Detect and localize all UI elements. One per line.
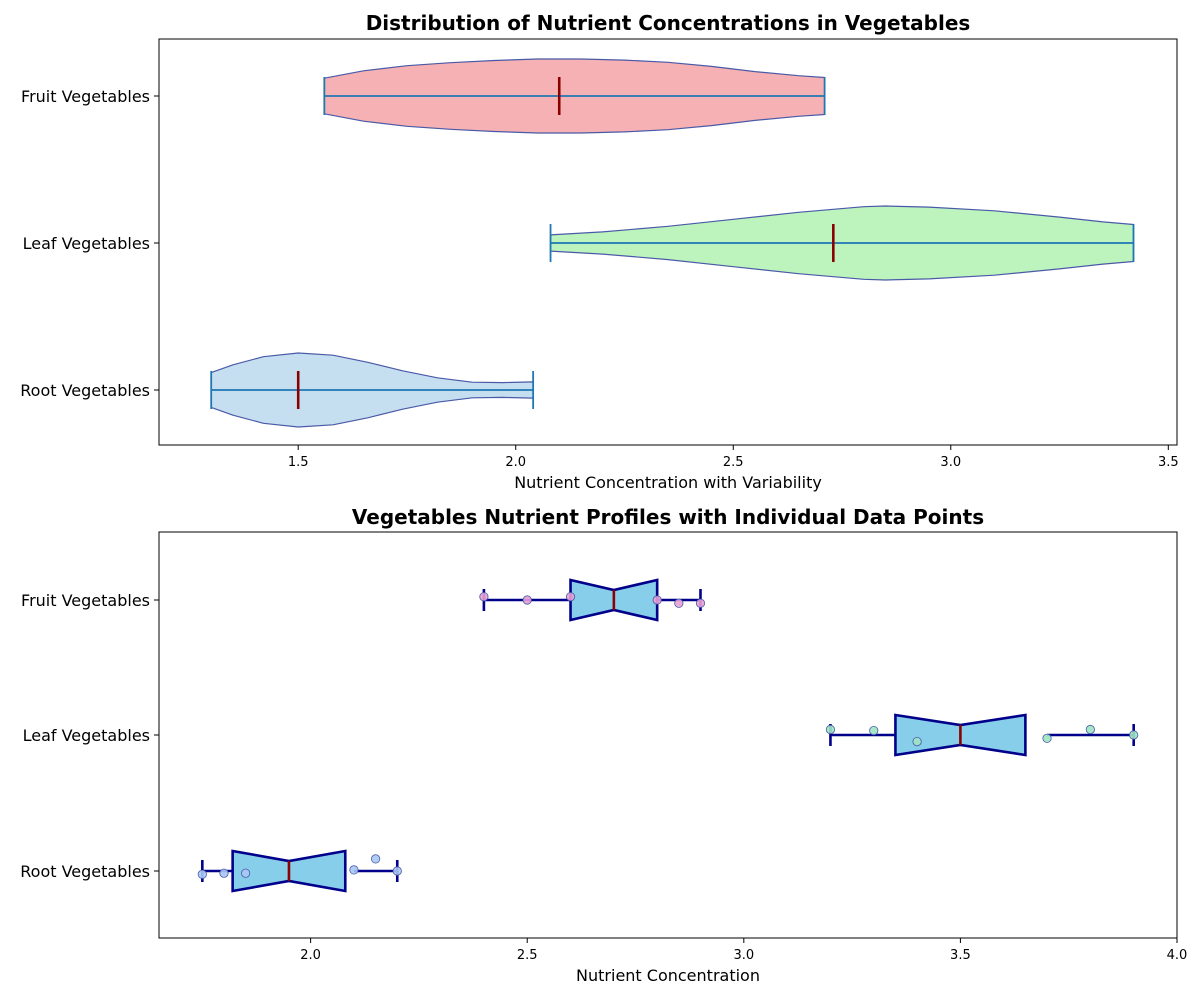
data-point xyxy=(219,868,229,878)
x-tick-label: 3.0 xyxy=(940,455,961,470)
data-point xyxy=(392,866,402,876)
x-tick-label: 4.0 xyxy=(1167,948,1188,963)
data-point xyxy=(479,592,489,602)
data-point xyxy=(197,869,207,879)
x-tick-label: 3.5 xyxy=(950,948,971,963)
data-point xyxy=(825,724,836,735)
plot-frame-violin xyxy=(158,38,1178,446)
x-tick-label: 3.0 xyxy=(733,948,754,963)
y-tick-label-root-vegetables: Root Vegetables xyxy=(20,862,150,881)
x-tick-label: 2.5 xyxy=(517,948,538,963)
x-tick-label: 2.5 xyxy=(723,455,744,470)
y-tick-label-fruit-vegetables: Fruit Vegetables xyxy=(21,87,150,106)
data-point xyxy=(1042,733,1052,743)
data-point xyxy=(912,736,922,747)
x-axis-label-boxplot: Nutrient Concentration xyxy=(576,966,760,985)
x-ticks-violin: 1.5 2.0 2.5 3.0 3.5 xyxy=(288,445,1179,470)
y-tick-label-root-vegetables: Root Vegetables xyxy=(20,381,150,400)
chart-title-boxplot: Vegetables Nutrient Profiles with Indivi… xyxy=(352,505,984,529)
data-point xyxy=(522,595,532,605)
data-point xyxy=(565,592,576,602)
y-tick-label-leaf-vegetables: Leaf Vegetables xyxy=(23,234,150,253)
x-axis-label-violin: Nutrient Concentration with Variability xyxy=(514,473,822,492)
data-point xyxy=(1129,730,1139,740)
x-tick-label: 3.5 xyxy=(1158,455,1179,470)
x-tick-label: 2.0 xyxy=(300,948,321,963)
data-point xyxy=(370,854,381,864)
boxplot-panel: Vegetables Nutrient Profiles with Indivi… xyxy=(20,505,1187,985)
y-ticks-boxplot: Root Vegetables Leaf Vegetables Fruit Vege… xyxy=(20,591,159,881)
y-ticks-violin: Root Vegetables Leaf Vegetables Fruit Vege… xyxy=(20,87,159,400)
chart-title-violin: Distribution of Nutrient Concentrations … xyxy=(366,11,971,35)
data-point xyxy=(1085,724,1095,735)
data-point xyxy=(674,598,684,608)
x-tick-label: 2.0 xyxy=(505,455,526,470)
x-tick-label: 1.5 xyxy=(288,455,309,470)
data-point xyxy=(869,725,879,736)
boxplot-marks xyxy=(197,578,1139,893)
violin-marks xyxy=(210,58,1135,428)
data-point xyxy=(652,595,662,605)
data-point xyxy=(349,865,359,875)
x-ticks-boxplot: 2.0 2.5 3.0 3.5 4.0 xyxy=(300,938,1187,963)
y-tick-label-leaf-vegetables: Leaf Vegetables xyxy=(23,726,150,745)
y-tick-label-fruit-vegetables: Fruit Vegetables xyxy=(21,591,150,610)
violin-panel: Distribution of Nutrient Concentrations … xyxy=(20,11,1178,492)
data-point xyxy=(695,598,706,608)
data-point xyxy=(241,868,251,878)
